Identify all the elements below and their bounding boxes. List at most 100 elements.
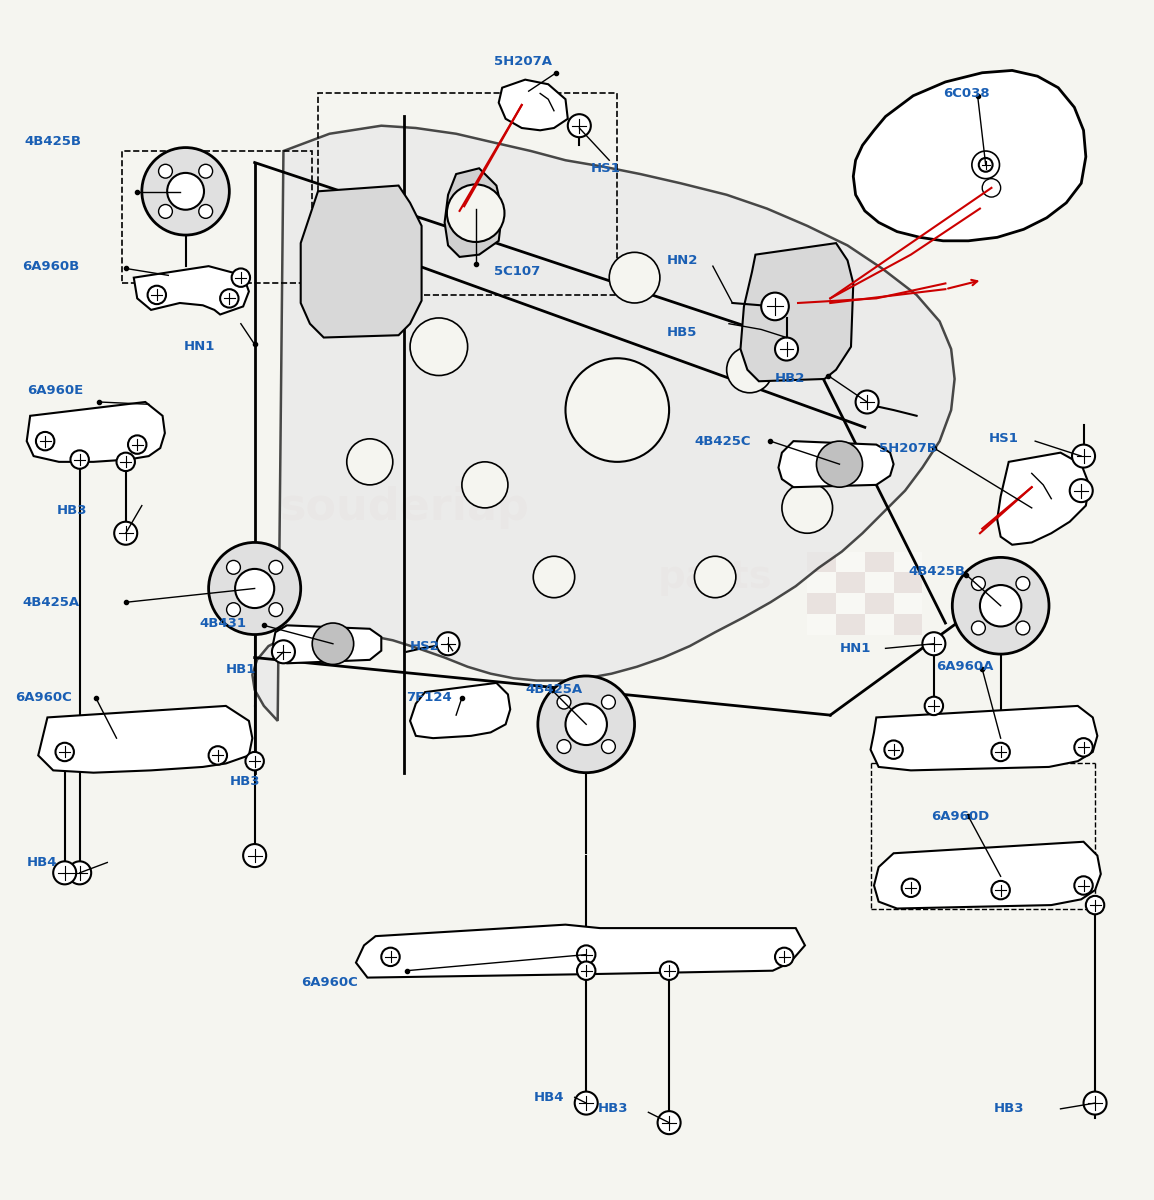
Text: HB3: HB3 bbox=[230, 775, 260, 788]
Text: 6A960B: 6A960B bbox=[22, 259, 80, 272]
Text: 6A960C: 6A960C bbox=[301, 976, 358, 989]
Circle shape bbox=[972, 151, 999, 179]
Circle shape bbox=[272, 641, 295, 664]
Text: 5H207A: 5H207A bbox=[494, 55, 552, 67]
Text: HN1: HN1 bbox=[839, 642, 871, 655]
Bar bbox=[122, 151, 313, 283]
Circle shape bbox=[972, 577, 986, 590]
Circle shape bbox=[557, 739, 571, 754]
Circle shape bbox=[462, 462, 508, 508]
Circle shape bbox=[565, 359, 669, 462]
Circle shape bbox=[226, 560, 240, 575]
Bar bbox=[835, 593, 864, 614]
Circle shape bbox=[601, 739, 615, 754]
Polygon shape bbox=[444, 168, 502, 257]
Circle shape bbox=[209, 542, 301, 635]
Polygon shape bbox=[355, 925, 805, 978]
Polygon shape bbox=[273, 625, 381, 664]
Text: HS1: HS1 bbox=[591, 162, 621, 175]
Bar bbox=[808, 614, 835, 635]
Circle shape bbox=[70, 450, 89, 469]
Circle shape bbox=[577, 946, 595, 964]
Text: 5H207B: 5H207B bbox=[878, 442, 937, 455]
Circle shape bbox=[128, 436, 147, 454]
Circle shape bbox=[855, 390, 878, 414]
Circle shape bbox=[346, 439, 392, 485]
Text: HN1: HN1 bbox=[183, 341, 215, 353]
Text: parts: parts bbox=[658, 558, 772, 596]
Text: 6A960D: 6A960D bbox=[931, 810, 990, 823]
Text: 6A960E: 6A960E bbox=[27, 384, 83, 397]
Text: HB4: HB4 bbox=[27, 856, 58, 869]
Circle shape bbox=[313, 623, 353, 665]
Circle shape bbox=[601, 695, 615, 709]
Circle shape bbox=[167, 173, 204, 210]
Circle shape bbox=[972, 622, 986, 635]
Bar bbox=[864, 552, 893, 572]
Circle shape bbox=[924, 697, 943, 715]
Circle shape bbox=[1086, 896, 1104, 914]
Text: souderiap: souderiap bbox=[279, 486, 530, 529]
Bar bbox=[835, 614, 864, 635]
Text: 5C107: 5C107 bbox=[494, 265, 540, 278]
Text: 4B425C: 4B425C bbox=[695, 434, 751, 448]
Bar bbox=[864, 572, 893, 593]
Circle shape bbox=[533, 557, 575, 598]
Circle shape bbox=[148, 286, 166, 304]
Circle shape bbox=[884, 740, 902, 758]
Text: HS1: HS1 bbox=[989, 432, 1019, 445]
Circle shape bbox=[117, 452, 135, 472]
Text: 6C038: 6C038 bbox=[943, 86, 990, 100]
Bar bbox=[835, 552, 864, 572]
Circle shape bbox=[1070, 479, 1093, 502]
Bar bbox=[319, 94, 617, 295]
Circle shape bbox=[922, 632, 945, 655]
Bar bbox=[808, 552, 835, 572]
Circle shape bbox=[1016, 577, 1029, 590]
Circle shape bbox=[232, 269, 250, 287]
Bar bbox=[893, 572, 922, 593]
Text: 4B425A: 4B425A bbox=[22, 596, 80, 608]
Text: HB1: HB1 bbox=[226, 662, 256, 676]
Circle shape bbox=[568, 114, 591, 137]
Circle shape bbox=[447, 185, 504, 242]
Text: HS2: HS2 bbox=[410, 640, 440, 653]
Circle shape bbox=[1074, 738, 1093, 756]
Circle shape bbox=[982, 179, 1001, 197]
Circle shape bbox=[36, 432, 54, 450]
Circle shape bbox=[246, 752, 264, 770]
Circle shape bbox=[226, 602, 240, 617]
Circle shape bbox=[577, 961, 595, 980]
Text: 7F124: 7F124 bbox=[406, 691, 452, 704]
Circle shape bbox=[557, 695, 571, 709]
Circle shape bbox=[198, 204, 212, 218]
Circle shape bbox=[775, 337, 799, 360]
Text: HN2: HN2 bbox=[667, 254, 698, 266]
Polygon shape bbox=[27, 402, 165, 462]
Polygon shape bbox=[253, 126, 954, 721]
Circle shape bbox=[269, 560, 283, 575]
Polygon shape bbox=[997, 452, 1089, 545]
Circle shape bbox=[782, 482, 832, 533]
Circle shape bbox=[980, 586, 1021, 626]
Circle shape bbox=[381, 948, 399, 966]
Text: HB5: HB5 bbox=[667, 326, 697, 340]
Circle shape bbox=[243, 844, 267, 868]
Circle shape bbox=[53, 862, 76, 884]
Polygon shape bbox=[134, 266, 249, 314]
Circle shape bbox=[952, 558, 1049, 654]
Circle shape bbox=[609, 252, 660, 302]
Text: 4B425A: 4B425A bbox=[525, 683, 583, 696]
Polygon shape bbox=[853, 71, 1086, 241]
Circle shape bbox=[114, 522, 137, 545]
Circle shape bbox=[565, 703, 607, 745]
Circle shape bbox=[158, 164, 172, 178]
Text: HB3: HB3 bbox=[994, 1103, 1025, 1115]
Polygon shape bbox=[741, 244, 853, 382]
Text: HB3: HB3 bbox=[598, 1103, 628, 1115]
Bar bbox=[893, 614, 922, 635]
Circle shape bbox=[575, 1092, 598, 1115]
Circle shape bbox=[901, 878, 920, 898]
Circle shape bbox=[436, 632, 459, 655]
Circle shape bbox=[1072, 444, 1095, 468]
